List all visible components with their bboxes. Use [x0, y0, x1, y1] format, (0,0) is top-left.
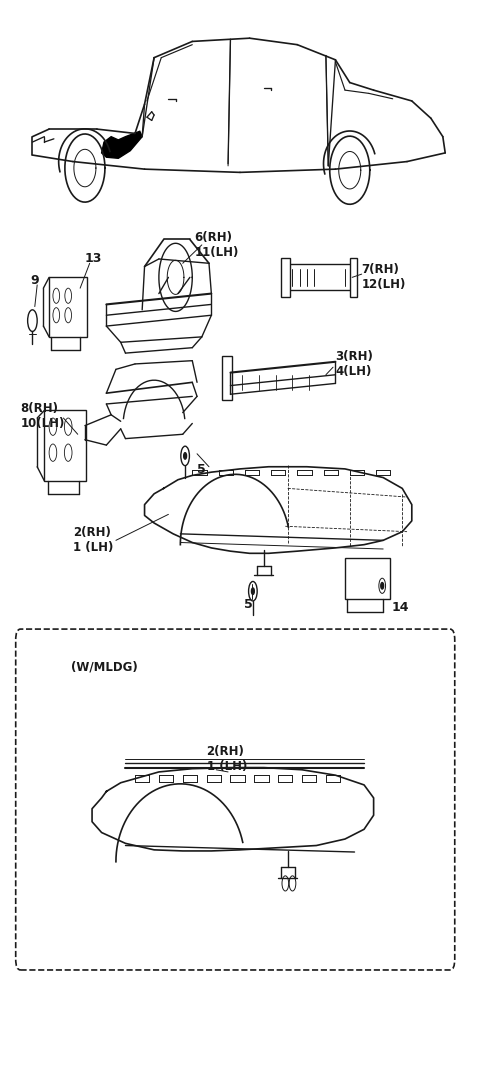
Text: 5: 5: [197, 463, 206, 476]
Circle shape: [381, 583, 384, 589]
Bar: [350, 258, 357, 297]
Text: 6(RH)
11(LH): 6(RH) 11(LH): [195, 231, 239, 259]
Bar: [345, 558, 390, 599]
Circle shape: [184, 452, 187, 459]
Text: 3(RH)
4(LH): 3(RH) 4(LH): [336, 350, 373, 378]
Bar: [281, 258, 290, 297]
Text: 9: 9: [30, 275, 39, 288]
Text: 13: 13: [85, 253, 102, 266]
Polygon shape: [102, 131, 142, 158]
Text: 5: 5: [244, 598, 253, 611]
FancyBboxPatch shape: [16, 629, 455, 970]
Text: 8(RH)
10(LH): 8(RH) 10(LH): [21, 401, 65, 430]
Text: 14: 14: [391, 601, 408, 614]
Circle shape: [252, 588, 254, 595]
Bar: [49, 278, 87, 336]
Text: 2(RH)
1 (LH): 2(RH) 1 (LH): [73, 526, 113, 554]
Text: (W/MLDG): (W/MLDG): [71, 661, 137, 674]
Text: 7(RH)
12(LH): 7(RH) 12(LH): [362, 264, 406, 292]
Bar: [44, 410, 86, 481]
Text: 2(RH)
1 (LH): 2(RH) 1 (LH): [206, 745, 247, 773]
Bar: [288, 265, 355, 291]
Bar: [222, 356, 232, 399]
